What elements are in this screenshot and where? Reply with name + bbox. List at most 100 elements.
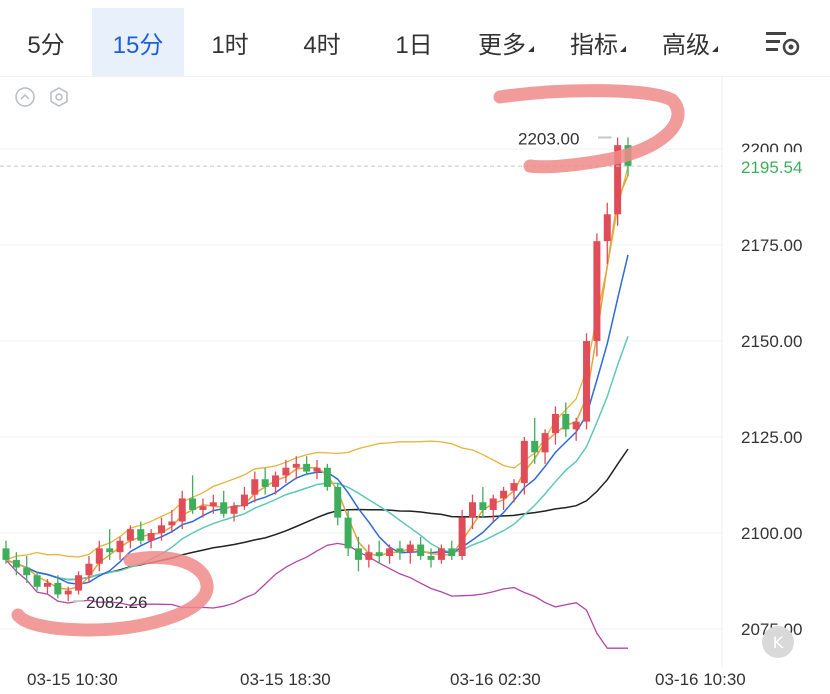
candle-body xyxy=(386,548,394,557)
y-tick-label: 2150.00 xyxy=(741,332,802,351)
y-tick-label: 2175.00 xyxy=(741,236,802,255)
tab-label: 更多 xyxy=(478,31,526,59)
candle-body xyxy=(417,544,425,557)
candle-body xyxy=(116,540,124,553)
x-tick-label: 03-16 02:30 xyxy=(450,670,541,689)
ma-slow-line xyxy=(5,336,629,581)
candle-body xyxy=(126,529,134,541)
candle-body xyxy=(334,486,342,518)
candle-body xyxy=(178,498,186,522)
candle-body xyxy=(75,575,83,591)
candle-body xyxy=(158,525,165,533)
dropdown-corner-icon xyxy=(712,46,718,52)
candle-body xyxy=(199,506,207,510)
candle-body xyxy=(251,479,259,495)
candle-body xyxy=(323,467,331,487)
x-tick-label: 03-16 10:30 xyxy=(655,670,746,689)
candle-body xyxy=(406,544,414,553)
candle-body xyxy=(500,490,508,499)
candle-body xyxy=(220,502,228,514)
candle-body xyxy=(292,463,300,468)
indicator-line xyxy=(5,542,628,649)
candle-body xyxy=(282,467,290,476)
candle-body xyxy=(375,552,383,557)
candle-body xyxy=(261,479,269,487)
candle-body xyxy=(354,548,362,560)
candle-body xyxy=(344,517,352,549)
kline-toggle-button[interactable]: K xyxy=(762,626,794,658)
hand-drawn-circle-low xyxy=(11,551,214,637)
candle-body xyxy=(541,433,549,453)
candle-body xyxy=(479,502,487,510)
chart-grid xyxy=(0,77,723,667)
candle-body xyxy=(43,582,51,587)
candle-body xyxy=(272,475,280,487)
candle-body xyxy=(147,533,155,541)
candles xyxy=(2,137,632,602)
chart-settings-icon[interactable] xyxy=(764,28,800,56)
ma-fast-line xyxy=(5,174,629,591)
price-marks: 2195.54 2203.00 2082.26 xyxy=(0,129,830,612)
candle-body xyxy=(23,567,31,576)
candle-body xyxy=(437,548,445,560)
candle-body xyxy=(365,552,373,560)
tab-label: 1时 xyxy=(211,31,249,59)
candle-body xyxy=(593,241,601,341)
candlestick-chart[interactable]: 2200.002175.002150.002125.002100.002075.… xyxy=(0,77,830,694)
low-price-label: 2082.26 xyxy=(86,593,147,612)
indicator-line xyxy=(5,542,628,649)
candle-body xyxy=(531,440,539,453)
tab-4hour[interactable]: 4时 xyxy=(276,8,368,76)
candle-body xyxy=(614,145,622,215)
boll-band-line xyxy=(5,166,629,561)
high-price-label: 2203.00 xyxy=(518,129,579,148)
x-axis-labels: 03-15 10:30 03-15 18:30 03-16 02:30 03-16 1… xyxy=(27,670,746,689)
candle-body xyxy=(33,575,41,587)
tab-15min[interactable]: 15分 xyxy=(92,8,184,76)
candle-body xyxy=(137,529,145,541)
candle-body xyxy=(64,590,72,595)
candle-body xyxy=(209,502,217,507)
candle-body xyxy=(95,548,103,564)
candle-body xyxy=(189,498,197,510)
candle-body xyxy=(520,440,528,484)
y-tick-label: 2125.00 xyxy=(741,428,802,447)
candle-body xyxy=(583,341,591,422)
tabs-divider xyxy=(0,76,830,77)
ma-fast-line xyxy=(5,174,629,591)
tab-5min[interactable]: 5分 xyxy=(0,8,92,76)
candle-body xyxy=(303,463,311,472)
tab-more[interactable]: 更多 xyxy=(460,8,552,76)
timeframe-tabs: 5分 15分 1时 4时 1日 更多 指标 高级 xyxy=(0,0,830,76)
current-price-bg xyxy=(726,152,830,181)
tab-label: 15分 xyxy=(112,31,164,59)
candle-body xyxy=(396,548,404,553)
x-tick-label: 03-15 18:30 xyxy=(240,670,331,689)
candle-body xyxy=(572,421,580,430)
tab-label: 指标 xyxy=(570,31,618,59)
candle-body xyxy=(313,467,321,472)
candle-body xyxy=(12,559,20,568)
tab-label: 1日 xyxy=(395,31,433,59)
chevron-up-circle-icon[interactable] xyxy=(14,86,36,108)
candle-body xyxy=(551,413,559,434)
x-tick-label: 03-15 10:30 xyxy=(27,670,118,689)
tab-label: 4时 xyxy=(303,31,341,59)
tab-indicators[interactable]: 指标 xyxy=(552,8,644,76)
tab-1day[interactable]: 1日 xyxy=(368,8,460,76)
candle-body xyxy=(85,563,93,576)
dropdown-corner-icon xyxy=(620,46,626,52)
candle-body xyxy=(489,498,497,510)
candle-body xyxy=(469,502,476,518)
y-tick-label: 2100.00 xyxy=(741,524,802,543)
dropdown-corner-icon xyxy=(528,46,534,52)
hexagon-settings-icon[interactable] xyxy=(48,86,70,108)
candle-body xyxy=(240,494,248,507)
candle-body xyxy=(54,582,62,595)
tab-advanced[interactable]: 高级 xyxy=(644,8,736,76)
tab-label: 高级 xyxy=(662,31,710,59)
hand-drawn-circle-high xyxy=(493,84,685,174)
tab-1hour[interactable]: 1时 xyxy=(184,8,276,76)
candle-body xyxy=(603,214,611,242)
current-price-label: 2195.54 xyxy=(741,158,802,177)
